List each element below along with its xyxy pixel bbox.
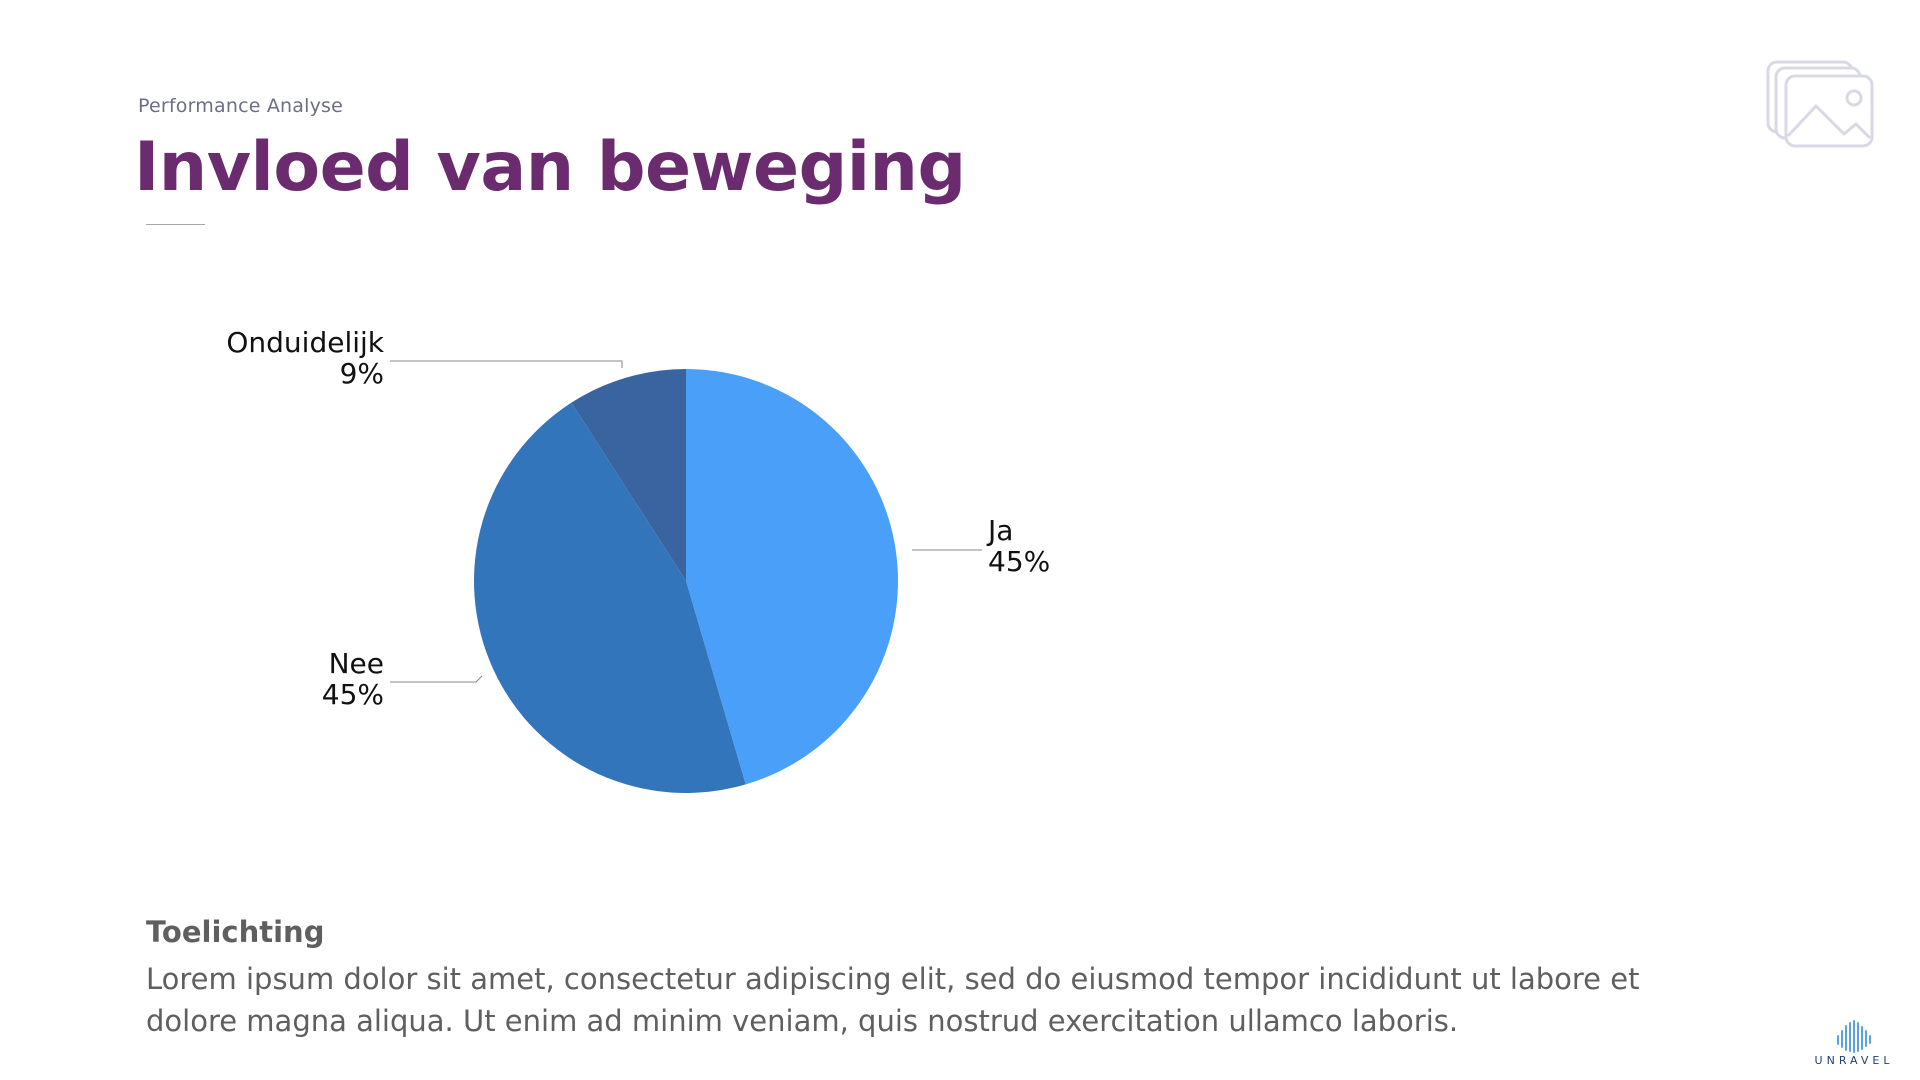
pie-slice-nee	[473, 402, 746, 794]
slice-label-nee: Nee	[329, 647, 384, 680]
slice-label-onduidelijk: Onduidelijk	[226, 326, 384, 359]
slice-value-ja: 45%	[988, 545, 1050, 578]
slice-label-ja: Ja	[986, 514, 1013, 547]
logo-mark	[1837, 1020, 1871, 1053]
explanation-heading: Toelichting	[146, 915, 325, 949]
page-title: Invloed van beweging	[134, 128, 966, 207]
pie-slice-ja	[686, 369, 899, 785]
page-subtitle: Performance Analyse	[138, 95, 344, 117]
leader-line-nee	[390, 675, 483, 683]
title-divider	[146, 224, 205, 225]
explanation-text: Lorem ipsum dolor sit amet, consectetur …	[146, 962, 1640, 1038]
image-stack-icon	[1766, 60, 1874, 148]
pie-slice-onduidelijk	[571, 369, 686, 581]
slice-value-nee: 45%	[322, 678, 384, 711]
logo-text: UNRAVEL	[1814, 1054, 1894, 1067]
slice-value-onduidelijk: 9%	[340, 357, 384, 390]
unravel-logo: UNRAVEL	[1808, 1018, 1900, 1070]
leader-line-onduidelijk	[390, 360, 623, 368]
